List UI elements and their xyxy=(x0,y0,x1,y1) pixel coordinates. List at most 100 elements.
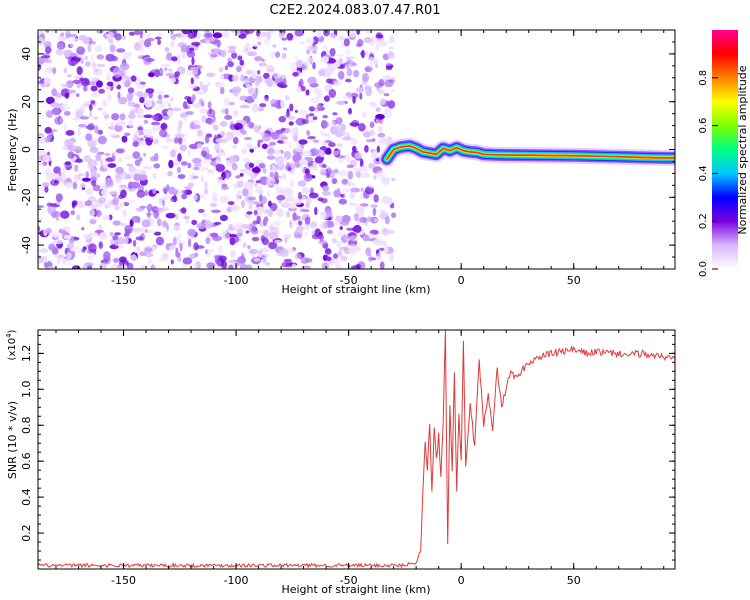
heatmap-cell xyxy=(147,210,151,219)
heatmap-cell xyxy=(277,158,284,168)
heatmap-cell xyxy=(171,56,178,62)
colorbar-tick-label: 0.2 xyxy=(698,213,709,229)
heatmap-cell xyxy=(81,177,91,182)
heatmap-cell xyxy=(170,30,174,35)
heatmap-cell xyxy=(130,171,135,179)
heatmap-cell xyxy=(126,163,134,167)
heatmap-cell xyxy=(193,166,200,171)
heatmap-cell xyxy=(335,117,343,125)
heatmap-cell xyxy=(360,210,364,217)
heatmap-cell xyxy=(385,62,392,66)
heatmap-cell xyxy=(300,165,304,174)
heatmap-cell xyxy=(157,39,162,46)
heatmap-cell xyxy=(114,232,121,236)
heatmap-cell xyxy=(165,222,169,230)
heatmap-cell xyxy=(38,56,45,65)
heatmap-cell xyxy=(230,30,235,33)
heatmap-cell xyxy=(322,220,329,229)
heatmap-cell xyxy=(139,96,145,104)
heatmap-cell xyxy=(270,50,276,59)
heatmap-cell xyxy=(323,212,327,219)
heatmap-cell xyxy=(83,233,93,240)
heatmap-cell xyxy=(276,194,286,201)
heatmap-cell xyxy=(114,241,119,247)
heatmap-cell xyxy=(224,65,229,71)
heatmap-cell xyxy=(264,261,271,266)
heatmap-cell xyxy=(336,264,342,269)
heatmap-cell xyxy=(218,176,224,180)
heatmap-cell xyxy=(130,75,137,82)
heatmap-cell xyxy=(348,92,352,101)
heatmap-cell xyxy=(66,243,75,249)
y-tick-label: -20 xyxy=(20,188,33,206)
heatmap-cell xyxy=(206,119,214,125)
heatmap-cell xyxy=(189,47,195,51)
heatmap-cell xyxy=(301,62,309,71)
heatmap-cell xyxy=(173,137,179,144)
heatmap-cell xyxy=(229,249,236,258)
heatmap-cell xyxy=(157,218,162,227)
heatmap-cell xyxy=(251,253,256,259)
heatmap-cell xyxy=(126,92,133,102)
heatmap-cell xyxy=(218,67,224,73)
heatmap-cell xyxy=(214,143,221,152)
heatmap-cell xyxy=(165,212,176,219)
heatmap-cell xyxy=(267,208,273,217)
heatmap-cell xyxy=(314,206,318,216)
heatmap-cell xyxy=(226,173,230,180)
heatmap-cell xyxy=(196,222,207,230)
heatmap-cell xyxy=(368,162,376,169)
heatmap-cell xyxy=(90,100,96,105)
heatmap-cell xyxy=(43,259,49,263)
heatmap-cell xyxy=(120,189,127,199)
heatmap-cell xyxy=(379,247,385,251)
heatmap-cell xyxy=(274,239,282,244)
heatmap-cell xyxy=(139,81,146,85)
heatmap-cell xyxy=(72,181,78,190)
heatmap-cell xyxy=(308,106,315,112)
heatmap-cell xyxy=(124,155,132,160)
heatmap-cell xyxy=(167,102,171,109)
heatmap-cell xyxy=(97,129,103,135)
heatmap-cell xyxy=(96,30,104,34)
heatmap-cell xyxy=(112,196,120,206)
heatmap-cell xyxy=(336,155,346,159)
heatmap-cell xyxy=(133,249,141,254)
heatmap-cell xyxy=(55,254,59,258)
heatmap-cell xyxy=(322,45,328,51)
x-tick-label: 0 xyxy=(458,274,465,287)
heatmap-cell xyxy=(333,259,341,267)
heatmap-cell xyxy=(64,182,73,188)
heatmap-cell xyxy=(98,241,104,250)
heatmap-cell xyxy=(347,170,354,180)
heatmap-cell xyxy=(346,60,350,70)
heatmap-cell xyxy=(91,210,96,216)
heatmap-cell xyxy=(64,92,70,99)
heatmap-cell xyxy=(187,162,192,169)
heatmap-cell xyxy=(60,83,71,88)
heatmap-cell xyxy=(348,30,357,38)
heatmap-cell xyxy=(312,50,317,54)
heatmap-cell xyxy=(111,113,120,121)
heatmap-cell xyxy=(319,238,324,243)
heatmap-cell xyxy=(214,256,221,265)
heatmap-cell xyxy=(47,205,56,215)
heatmap-cell xyxy=(90,54,95,63)
heatmap-cell xyxy=(266,178,275,182)
heatmap-cell xyxy=(158,197,162,205)
heatmap-cell xyxy=(188,143,199,149)
heatmap-cell xyxy=(287,248,295,253)
heatmap-cell xyxy=(305,89,310,96)
heatmap-cell xyxy=(56,258,61,265)
heatmap-cell xyxy=(246,84,252,90)
heatmap-cell xyxy=(132,141,139,148)
heatmap-cell xyxy=(38,205,45,209)
heatmap-cell xyxy=(40,85,44,93)
heatmap-cell xyxy=(308,192,319,199)
heatmap-cell xyxy=(215,81,225,88)
heatmap-cell xyxy=(301,118,309,125)
heatmap-cell xyxy=(98,88,105,94)
heatmap-cell xyxy=(298,109,307,116)
heatmap-cell xyxy=(379,209,387,214)
heatmap-cell xyxy=(378,40,388,47)
